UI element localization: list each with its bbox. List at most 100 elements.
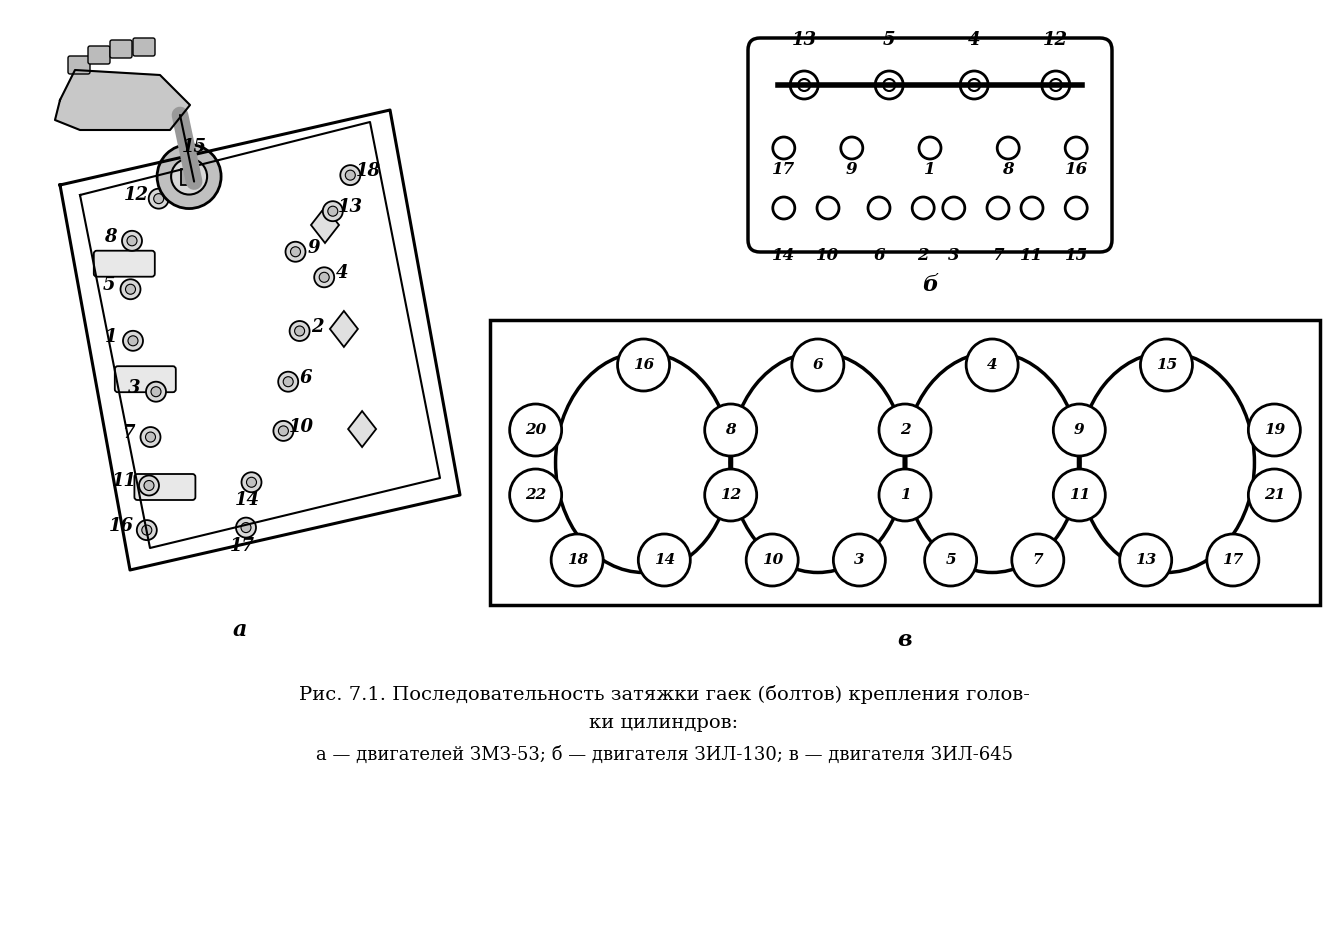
Text: 4: 4 xyxy=(968,31,981,49)
Circle shape xyxy=(152,387,161,397)
FancyBboxPatch shape xyxy=(181,168,197,185)
Text: 21: 21 xyxy=(1264,488,1285,502)
Circle shape xyxy=(283,376,294,387)
FancyBboxPatch shape xyxy=(110,40,132,58)
Circle shape xyxy=(149,189,169,208)
Text: 4: 4 xyxy=(987,358,998,372)
Circle shape xyxy=(146,382,166,402)
Text: 10: 10 xyxy=(288,417,314,436)
Text: 14: 14 xyxy=(235,491,260,509)
Text: 5: 5 xyxy=(102,276,114,294)
Circle shape xyxy=(884,79,896,91)
Text: 4: 4 xyxy=(336,264,348,282)
Text: 18: 18 xyxy=(566,553,587,567)
Polygon shape xyxy=(348,411,376,447)
Text: 17: 17 xyxy=(772,162,796,178)
Text: 17: 17 xyxy=(230,537,254,555)
Text: 3: 3 xyxy=(128,378,141,397)
Text: 17: 17 xyxy=(1223,553,1244,567)
Circle shape xyxy=(137,520,157,540)
Circle shape xyxy=(328,206,338,216)
Circle shape xyxy=(121,279,141,299)
Circle shape xyxy=(1140,339,1192,391)
Circle shape xyxy=(618,339,670,391)
Text: 14: 14 xyxy=(772,248,796,264)
Text: 6: 6 xyxy=(873,248,885,264)
Circle shape xyxy=(274,421,294,441)
Text: 11: 11 xyxy=(1069,488,1090,502)
Circle shape xyxy=(141,427,161,447)
Circle shape xyxy=(966,339,1018,391)
Circle shape xyxy=(286,242,306,262)
Text: 6: 6 xyxy=(812,358,823,372)
Circle shape xyxy=(833,534,885,586)
Circle shape xyxy=(346,170,355,180)
Text: 5: 5 xyxy=(945,553,956,567)
Text: 13: 13 xyxy=(339,198,363,216)
Circle shape xyxy=(278,426,288,436)
Circle shape xyxy=(1050,79,1062,91)
Text: 2: 2 xyxy=(917,248,929,264)
Circle shape xyxy=(791,71,819,99)
Text: 14: 14 xyxy=(654,553,675,567)
Text: 12: 12 xyxy=(720,488,742,502)
Circle shape xyxy=(140,475,159,496)
Circle shape xyxy=(925,534,977,586)
Circle shape xyxy=(1248,404,1300,456)
Circle shape xyxy=(799,79,811,91)
Circle shape xyxy=(509,404,562,456)
Circle shape xyxy=(638,534,690,586)
Circle shape xyxy=(144,480,154,490)
Circle shape xyxy=(237,517,256,538)
Circle shape xyxy=(323,201,343,221)
Circle shape xyxy=(1066,137,1087,159)
Circle shape xyxy=(772,197,795,219)
Text: в: в xyxy=(897,629,912,651)
Circle shape xyxy=(314,267,334,288)
Text: а — двигателей ЗМЗ-53; б — двигателя ЗИЛ-130; в — двигателя ЗИЛ-645: а — двигателей ЗМЗ-53; б — двигателя ЗИЛ… xyxy=(315,746,1013,764)
Circle shape xyxy=(171,159,207,194)
FancyBboxPatch shape xyxy=(114,366,175,392)
Text: 1: 1 xyxy=(924,162,936,178)
Text: 11: 11 xyxy=(112,473,137,490)
Circle shape xyxy=(189,162,199,172)
Circle shape xyxy=(969,79,981,91)
Circle shape xyxy=(1054,404,1106,456)
Text: 18: 18 xyxy=(356,163,381,180)
Circle shape xyxy=(290,321,310,341)
Circle shape xyxy=(340,165,360,185)
Text: 10: 10 xyxy=(816,248,840,264)
Text: 11: 11 xyxy=(1021,248,1043,264)
Circle shape xyxy=(1120,534,1172,586)
Circle shape xyxy=(278,372,298,391)
Text: 9: 9 xyxy=(307,239,320,257)
Text: 7: 7 xyxy=(122,424,134,442)
Circle shape xyxy=(792,339,844,391)
FancyBboxPatch shape xyxy=(748,38,1112,252)
Circle shape xyxy=(291,247,300,257)
Circle shape xyxy=(125,284,136,294)
Circle shape xyxy=(142,525,152,535)
Circle shape xyxy=(868,197,890,219)
Circle shape xyxy=(997,137,1019,159)
Text: 8: 8 xyxy=(1002,162,1014,178)
Text: а: а xyxy=(233,619,247,641)
Circle shape xyxy=(509,469,562,521)
Circle shape xyxy=(704,469,756,521)
Text: 20: 20 xyxy=(525,423,546,437)
Text: 7: 7 xyxy=(993,248,1003,264)
Circle shape xyxy=(157,145,221,208)
Circle shape xyxy=(772,137,795,159)
Text: 3: 3 xyxy=(855,553,865,567)
Circle shape xyxy=(876,71,904,99)
FancyBboxPatch shape xyxy=(68,56,90,74)
Text: 12: 12 xyxy=(124,186,149,204)
Text: Рис. 7.1. Последовательность затяжки гаек (болтов) крепления голов-: Рис. 7.1. Последовательность затяжки гае… xyxy=(299,686,1030,704)
Text: 15: 15 xyxy=(1065,248,1088,264)
Text: 15: 15 xyxy=(182,137,206,156)
Circle shape xyxy=(942,197,965,219)
Text: 16: 16 xyxy=(633,358,654,372)
Circle shape xyxy=(128,336,138,346)
Circle shape xyxy=(246,477,256,488)
Text: 2: 2 xyxy=(311,318,324,336)
